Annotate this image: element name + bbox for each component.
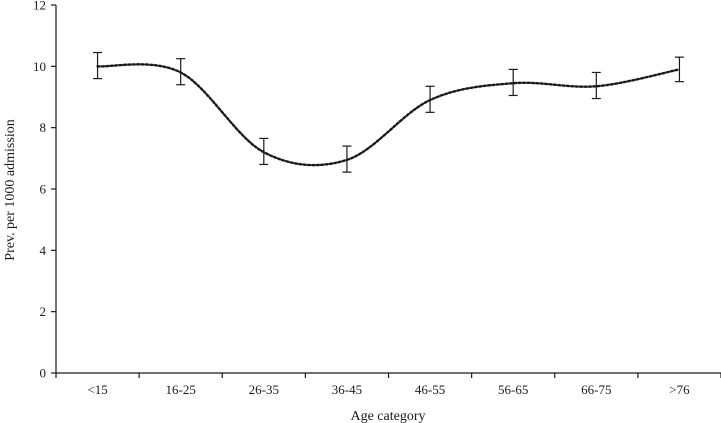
y-tick-label: 10 bbox=[33, 59, 46, 74]
x-tick-label: <15 bbox=[87, 382, 107, 397]
y-tick-label: 8 bbox=[40, 120, 47, 135]
x-axis-ticks: <15 16-25 26-35 36-45 46-55 56-65 66-75 >76 bbox=[55, 373, 721, 397]
y-tick-label: 12 bbox=[33, 0, 46, 13]
error-bar bbox=[674, 56, 684, 83]
x-tick-label: 36-45 bbox=[332, 382, 362, 397]
x-tick-label: 16-25 bbox=[166, 382, 196, 397]
y-tick-label: 6 bbox=[40, 182, 47, 197]
x-tick-label: 66-75 bbox=[581, 382, 611, 397]
y-axis-title: Prev. per 1000 admission bbox=[3, 119, 18, 260]
x-tick-label: >76 bbox=[669, 382, 690, 397]
y-axis-ticks: 0 2 4 6 8 10 12 bbox=[33, 0, 56, 381]
x-tick-label: 56-65 bbox=[498, 382, 528, 397]
x-axis-title: Age category bbox=[350, 409, 425, 423]
x-tick-label: 26-35 bbox=[249, 382, 279, 397]
error-bar bbox=[508, 68, 518, 97]
series-line bbox=[96, 63, 681, 167]
y-tick-label: 0 bbox=[40, 366, 47, 381]
x-tick-label: 46-55 bbox=[415, 382, 445, 397]
y-tick-label: 4 bbox=[40, 243, 47, 258]
error-bars bbox=[93, 51, 684, 173]
axes bbox=[55, 5, 721, 374]
y-tick-label: 2 bbox=[40, 304, 47, 319]
